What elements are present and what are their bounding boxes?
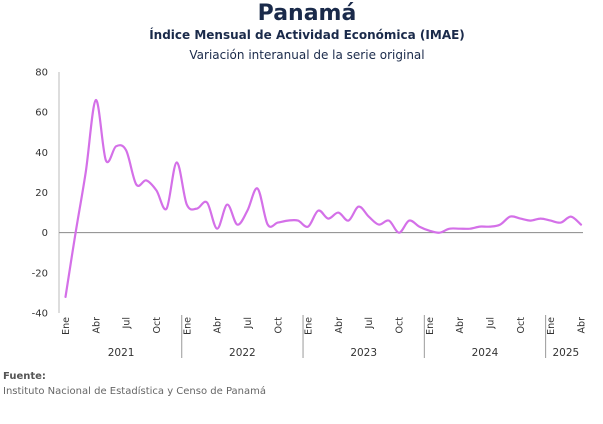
- x-tick-label: Oct: [273, 317, 284, 334]
- x-tick-label: Ene: [304, 317, 315, 335]
- x-tick-label: Abr: [577, 317, 588, 334]
- plot-area: [64, 98, 583, 298]
- series-line-imae: [64, 98, 583, 298]
- x-tick-label: Abr: [455, 317, 466, 334]
- chart-title: Panamá: [258, 1, 357, 26]
- x-tick-label: Jul: [243, 317, 254, 329]
- y-tick-label: 60: [35, 108, 48, 119]
- y-tick-label: 0: [42, 228, 48, 239]
- y-axis: -40 -20 0 20 40 60 80: [32, 68, 583, 320]
- x-tick-label: Oct: [152, 317, 163, 334]
- x-tick-label: Ene: [425, 317, 436, 335]
- x-tick-label: Abr: [213, 317, 224, 334]
- year-label: 2025: [552, 347, 579, 359]
- x-tick-label: Abr: [334, 317, 345, 334]
- source-text: Instituto Nacional de Estadística y Cens…: [3, 386, 266, 397]
- x-tick-label: Ene: [546, 317, 557, 335]
- year-label: 2024: [472, 347, 499, 359]
- year-label: 2022: [229, 347, 256, 359]
- x-tick-label: Oct: [516, 317, 527, 334]
- year-label: 2021: [108, 347, 135, 359]
- x-tick-label: Ene: [61, 317, 72, 335]
- y-tick-label: 80: [35, 68, 48, 79]
- y-tick-label: -20: [32, 268, 48, 279]
- x-tick-label: Jul: [486, 317, 497, 329]
- x-tick-label: Oct: [395, 317, 406, 334]
- y-tick-label: 40: [35, 148, 48, 159]
- y-tick-label: 20: [35, 188, 48, 199]
- chart-subtitle: Índice Mensual de Actividad Económica (I…: [149, 27, 465, 42]
- chart-subsubtitle: Variación interanual de la serie origina…: [189, 48, 424, 62]
- source-label: Fuente:: [3, 371, 46, 382]
- y-tick-label: -40: [32, 309, 48, 320]
- x-tick-label: Ene: [182, 317, 193, 335]
- x-axis: Ene Abr Jul Oct Ene Abr Jul Oct Ene Abr Jul Oct Ene A…: [61, 315, 588, 359]
- x-tick-label: Jul: [122, 317, 133, 329]
- year-label: 2023: [350, 347, 377, 359]
- x-tick-label: Jul: [364, 317, 375, 329]
- x-tick-label: Abr: [91, 317, 102, 334]
